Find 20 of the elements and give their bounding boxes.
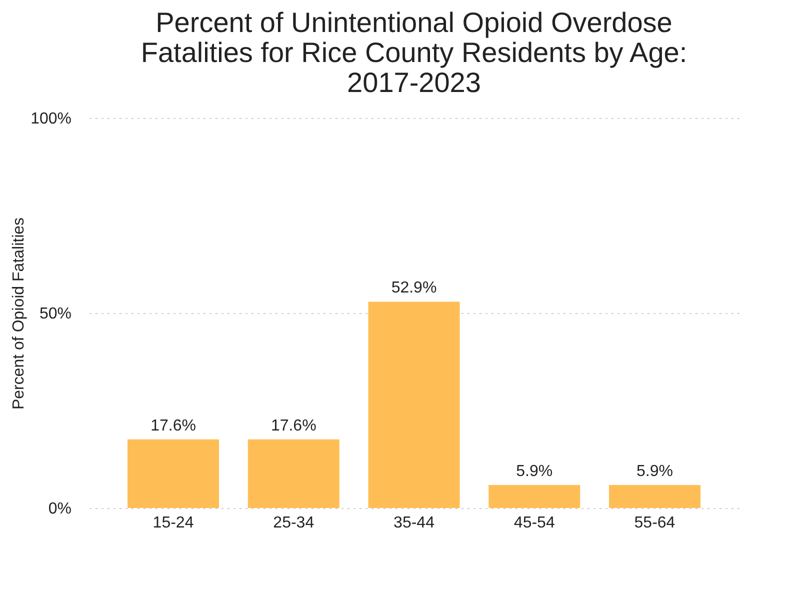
data-label: 5.9% — [636, 462, 673, 480]
bar — [128, 439, 219, 508]
bar — [488, 484, 580, 508]
x-tick-label: 35-44 — [394, 514, 435, 532]
bar — [609, 484, 700, 508]
y-tick-label: 100% — [30, 110, 72, 128]
data-label: 17.6% — [270, 417, 316, 434]
data-label: 5.9% — [516, 462, 553, 480]
x-tick-label: 45-54 — [514, 514, 555, 532]
x-tick-label: 55-64 — [634, 514, 676, 532]
data-label: 52.9% — [391, 280, 437, 297]
x-tick-label: 25-34 — [273, 514, 314, 532]
y-tick-label: 50% — [39, 306, 72, 322]
y-axis-title: Percent of Opioid Fatalities — [10, 217, 28, 410]
chart-title: Percent of Unintentional Opioid Overdose Fatalities for Rice County Residents by Age: 2017-2023 — [140, 7, 688, 98]
y-tick-label: 0% — [48, 500, 72, 518]
x-tick-label: 15-24 — [152, 514, 194, 532]
bar — [368, 302, 460, 508]
data-label: 17.6% — [150, 417, 196, 434]
bar — [248, 439, 340, 508]
